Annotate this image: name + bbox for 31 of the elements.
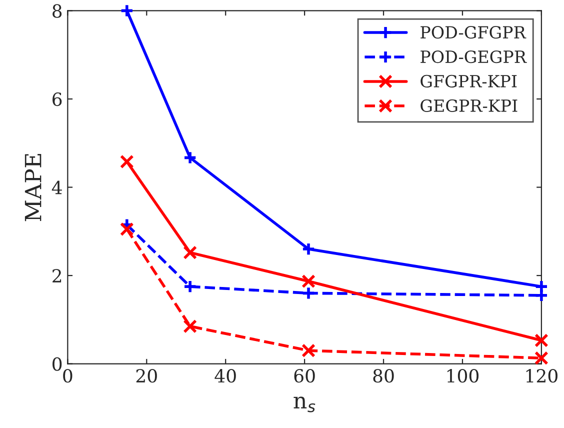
legend-label: POD-GFGPR — [420, 26, 526, 39]
legend-label: GEGPR-KPI — [420, 99, 518, 112]
y-tick-label: 2 — [52, 268, 62, 282]
legend-label: POD-GEGPR — [420, 50, 527, 64]
point — [120, 222, 134, 236]
x-tick-label: 60 — [294, 368, 315, 383]
x-tick-label: 40 — [214, 368, 236, 383]
point — [302, 274, 316, 288]
point — [120, 154, 134, 169]
point — [302, 344, 316, 358]
point — [534, 351, 548, 366]
point — [302, 286, 316, 300]
point — [183, 246, 198, 260]
x-tick-label: 100 — [447, 368, 479, 383]
x-tick-label: 120 — [526, 368, 558, 383]
point — [183, 150, 198, 165]
x-axis-title: n$_{s}$ — [294, 396, 316, 412]
y-axis-title: MAPE — [24, 154, 42, 222]
point — [183, 319, 198, 334]
point — [120, 4, 134, 18]
point — [302, 242, 316, 256]
x-tick-label: 80 — [373, 368, 394, 383]
y-tick-label: 6 — [52, 92, 62, 106]
y-tick-label: 4 — [52, 180, 62, 194]
y-tick-label: 8 — [52, 4, 62, 18]
x-tick-label: 0 — [63, 368, 72, 383]
legend-label: GFGPR-KPI — [420, 74, 517, 88]
point — [183, 280, 198, 294]
point — [534, 333, 548, 348]
x-tick-label: 20 — [136, 368, 157, 383]
y-tick-label: 0 — [52, 357, 62, 371]
